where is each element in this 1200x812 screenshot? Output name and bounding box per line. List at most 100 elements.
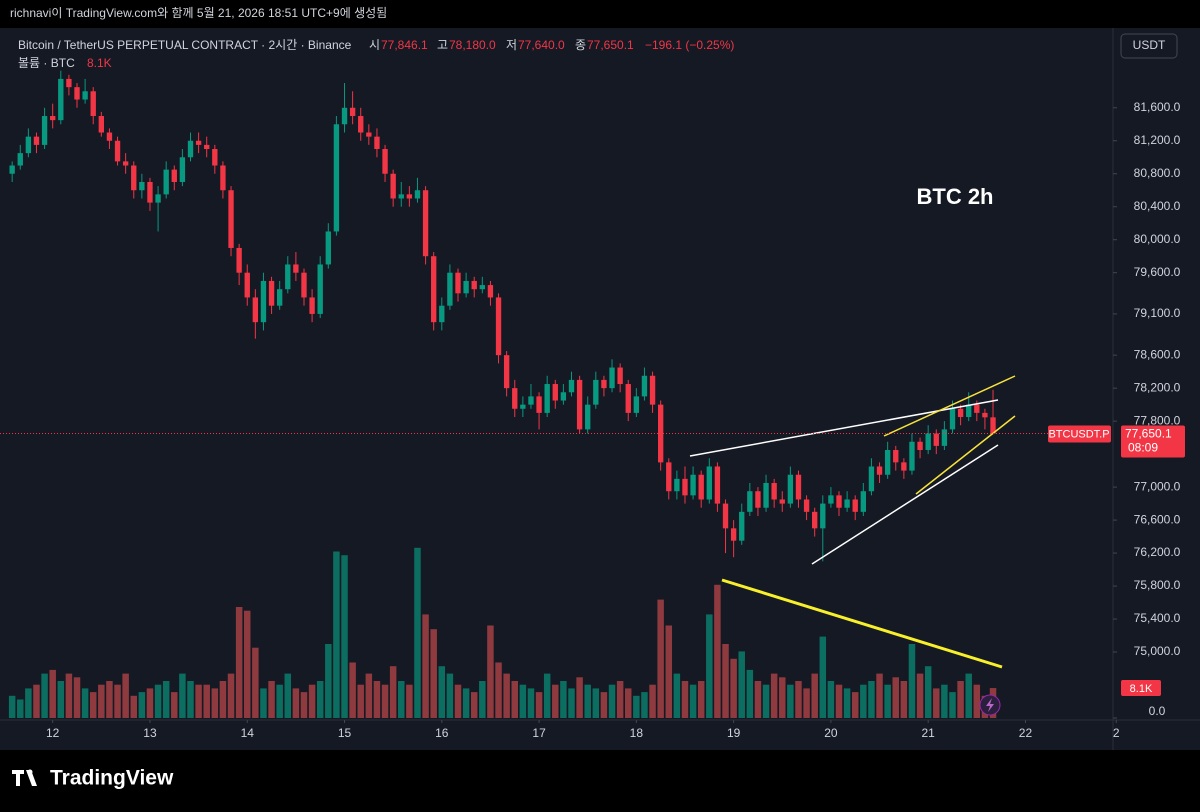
volume-bar (308, 684, 316, 718)
volume-bar (389, 666, 397, 718)
volume-bar (341, 555, 348, 718)
volume-bar (795, 681, 802, 718)
y-tick-label: 80,000.0 (1134, 232, 1181, 246)
x-tick-label: 12 (46, 726, 60, 740)
chart-area (0, 28, 1200, 750)
candle-body (779, 499, 785, 504)
y-tick-label: 77,800.0 (1134, 413, 1181, 427)
currency-label[interactable]: USDT (1133, 38, 1166, 52)
candle-body (544, 384, 550, 413)
volume-bar (576, 677, 583, 718)
candle-body (730, 528, 737, 541)
close-value: 77,650.1 (587, 38, 634, 52)
candle-body (795, 474, 802, 500)
candle-body (333, 124, 340, 232)
candle-body (917, 441, 923, 450)
volume-bar (81, 688, 89, 718)
volume-bar (276, 684, 283, 718)
countdown: 08:09 (1128, 441, 1158, 455)
volume-bar (203, 684, 210, 718)
candle-body (812, 511, 818, 529)
candle-body (487, 285, 494, 298)
candle-body (503, 355, 510, 389)
candle-body (649, 375, 656, 405)
volume-bar (933, 688, 940, 718)
candle-body (909, 441, 915, 471)
volume-bar (746, 669, 754, 718)
candle-body (763, 482, 769, 508)
candle-body (479, 285, 486, 290)
header-text: richnavi이 TradingView.com와 함께 5월 21, 202… (10, 6, 387, 20)
x-tick-label: 13 (143, 726, 157, 740)
y-tick-label: 81,200.0 (1134, 133, 1181, 147)
candle-body (884, 449, 891, 475)
volume-bar (657, 599, 664, 718)
candle-body (406, 194, 413, 199)
volume-bar (843, 688, 851, 718)
volume-bar (381, 684, 389, 718)
volume-bar (235, 607, 243, 718)
volume-bar (633, 695, 640, 718)
volume-bar (8, 695, 16, 718)
candle-body (114, 140, 121, 162)
volume-bar (503, 673, 510, 718)
candle-body (803, 499, 810, 512)
trend-line (689, 399, 999, 457)
candle-body (244, 272, 250, 298)
x-tick-label: 19 (727, 726, 741, 740)
candle-body (771, 482, 777, 500)
volume-bar (462, 688, 470, 718)
candle-body (641, 375, 648, 397)
currency-button[interactable] (1120, 33, 1178, 59)
candle-body (33, 136, 40, 145)
x-tick-label: 15 (338, 726, 352, 740)
candle-body (990, 417, 996, 434)
candle-body (876, 466, 883, 475)
volume-trend-line (721, 578, 1003, 669)
volume-bar (973, 684, 981, 718)
volume-bar (373, 681, 381, 718)
symbol-tag: BTCUSDT.P (1048, 428, 1109, 440)
low-value: 77,640.0 (518, 38, 565, 52)
symbol-title: Bitcoin / TetherUS PERPETUAL CONTRACT · … (18, 38, 352, 52)
volume-bar (568, 688, 575, 718)
volume-bar (892, 677, 899, 718)
y-tick-label: 75,800.0 (1134, 578, 1181, 592)
volume-bar (244, 610, 251, 718)
candle-body (552, 384, 558, 401)
volume-bar (779, 677, 786, 718)
volume-bar (130, 695, 137, 718)
volume-bar (941, 684, 948, 718)
volume-bar (957, 681, 964, 718)
volume-bar (714, 584, 721, 718)
candle-body (447, 272, 453, 306)
candle-body (593, 379, 599, 405)
candle-body (633, 396, 640, 413)
candle-body (309, 297, 315, 314)
candle-body (90, 91, 96, 117)
candle-body (131, 165, 137, 191)
candle-body (925, 433, 931, 450)
x-tick-label: 14 (241, 726, 255, 740)
candle-body (974, 404, 980, 413)
volume-bar (454, 684, 462, 718)
change-value: −196.1 (−0.25%) (645, 38, 734, 52)
volume-bar (495, 662, 502, 718)
y-tick-label: 79,100.0 (1134, 306, 1181, 320)
candle-body (374, 136, 380, 150)
volume-bar (187, 681, 194, 718)
candle-body (520, 404, 526, 409)
y-tick-label: 77,000.0 (1134, 479, 1181, 493)
volume-bar (398, 681, 405, 718)
candle-body (893, 449, 899, 463)
candle-body (82, 91, 88, 100)
candle-body (212, 149, 218, 166)
candle-body (536, 396, 542, 413)
volume-bar (422, 614, 429, 718)
brand-name: TradingView (50, 767, 174, 790)
volume-bar (479, 681, 486, 718)
volume-bar (138, 692, 146, 718)
volume-bar (325, 644, 332, 718)
candle-body (17, 153, 23, 166)
volume-bar (195, 684, 202, 718)
